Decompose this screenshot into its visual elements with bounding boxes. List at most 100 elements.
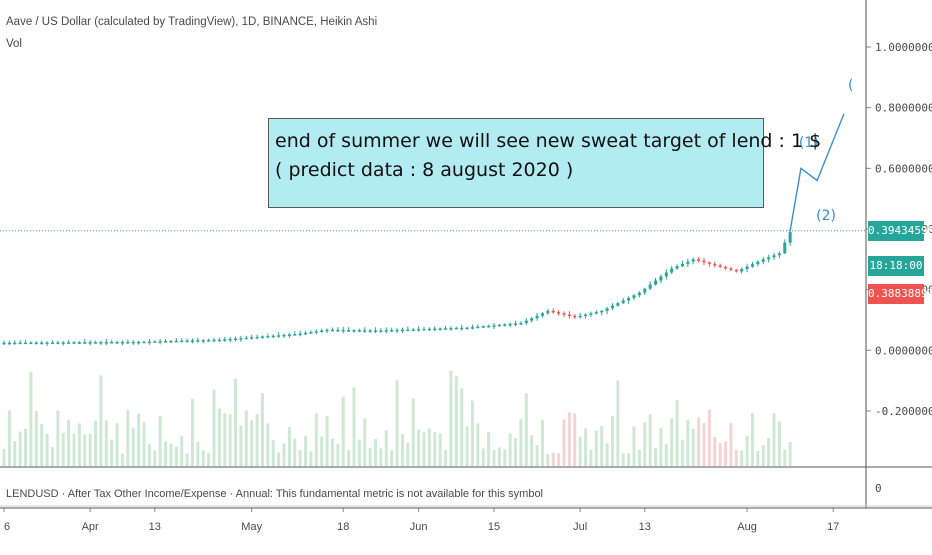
volume-bar: [99, 375, 103, 466]
volume-bar: [352, 387, 356, 466]
volume-bar: [460, 388, 464, 466]
volume-bar: [697, 417, 701, 466]
candle-body: [255, 336, 259, 339]
volume-bar: [745, 435, 749, 466]
symbol-title[interactable]: Aave / US Dollar (calculated by TradingV…: [6, 16, 378, 28]
volume-bars: [2, 370, 792, 466]
volume-bar: [24, 428, 28, 466]
candle-body: [126, 341, 130, 344]
volume-bar: [7, 410, 11, 466]
volume-bar: [180, 435, 184, 466]
volume-bar: [185, 453, 189, 466]
candle-body: [686, 261, 690, 264]
candle-body: [330, 329, 334, 332]
volume-bar: [374, 438, 378, 466]
candle-body: [777, 253, 781, 256]
volume-bar: [142, 422, 146, 466]
volume-bar: [83, 434, 87, 466]
volume-bar: [304, 435, 308, 466]
volume-bar: [788, 442, 792, 466]
x-tick-label: 17: [827, 521, 839, 533]
volume-bar: [610, 416, 614, 466]
wave-label: (1): [799, 135, 819, 151]
volume-bar: [196, 441, 200, 466]
candle-body: [632, 295, 636, 298]
candle-body: [336, 329, 340, 332]
candle-body: [169, 340, 173, 343]
candle-body: [449, 328, 453, 330]
volume-bar: [379, 448, 383, 466]
candle-body: [271, 335, 275, 338]
candle-body: [460, 327, 464, 330]
volume-bar: [670, 418, 674, 466]
candle-body: [34, 342, 38, 345]
candle-body: [390, 330, 394, 332]
volume-bar: [2, 448, 6, 466]
volume-bar: [707, 409, 711, 466]
candle-body: [201, 340, 205, 342]
volume-bar: [524, 393, 528, 466]
volume-bar: [126, 409, 130, 466]
x-tick-label: Apr: [82, 521, 99, 533]
volume-bar: [18, 431, 22, 466]
candle-body: [131, 341, 135, 344]
candle-body: [99, 342, 103, 344]
candle-body: [244, 337, 248, 340]
volume-bar: [341, 396, 345, 466]
volume-bar: [427, 428, 431, 466]
candle-body: [664, 272, 668, 277]
volume-bar: [729, 423, 733, 466]
volume-bar: [449, 370, 453, 466]
volume-bar: [50, 447, 54, 466]
volume-bar: [190, 398, 194, 466]
x-tick-label: 13: [639, 521, 651, 533]
volume-bar: [400, 434, 404, 466]
volume-bar: [514, 437, 518, 466]
candle-body: [514, 323, 518, 325]
volume-bar: [104, 420, 108, 466]
candle-body: [427, 328, 431, 331]
candle-body: [120, 341, 124, 344]
volume-bar: [34, 410, 38, 466]
candle-body: [363, 330, 367, 332]
candle-body: [487, 325, 491, 328]
volume-bar: [61, 432, 65, 466]
candle-body: [174, 340, 178, 343]
candle-body: [767, 257, 771, 260]
volume-bar: [691, 428, 695, 466]
volume-bar: [664, 443, 668, 466]
volume-indicator-label[interactable]: Vol: [6, 38, 22, 50]
volume-bar: [605, 443, 609, 466]
volume-bar: [632, 426, 636, 466]
candle-body: [508, 323, 512, 326]
volume-bar: [293, 438, 297, 466]
y-tick-label: -0.20000000: [875, 405, 932, 418]
volume-bar: [519, 418, 523, 466]
candle-body: [153, 341, 157, 343]
volume-bar: [282, 443, 286, 466]
volume-bar: [659, 427, 663, 466]
volume-bar: [761, 445, 765, 466]
bottom-pane-label[interactable]: LENDUSD · After Tax Other Income/Expense…: [6, 488, 544, 500]
volume-bar: [783, 449, 787, 466]
volume-bar: [637, 449, 641, 466]
candle-body: [40, 342, 44, 345]
annotation-box[interactable]: end of summer we will see new sweat targ…: [268, 118, 821, 208]
volume-bar: [508, 433, 512, 466]
volume-bar: [578, 436, 582, 466]
candle-body: [260, 336, 264, 338]
volume-bar: [207, 452, 211, 466]
volume-bar: [298, 450, 302, 466]
volume-bar: [357, 439, 361, 466]
candle-body: [643, 288, 647, 293]
candle-body: [470, 327, 474, 329]
candle-body: [287, 334, 291, 336]
volume-bar: [255, 414, 259, 466]
candle-body: [228, 338, 232, 341]
volume-bar: [557, 453, 561, 466]
candle-body: [67, 342, 71, 344]
volume-bar: [454, 376, 458, 466]
